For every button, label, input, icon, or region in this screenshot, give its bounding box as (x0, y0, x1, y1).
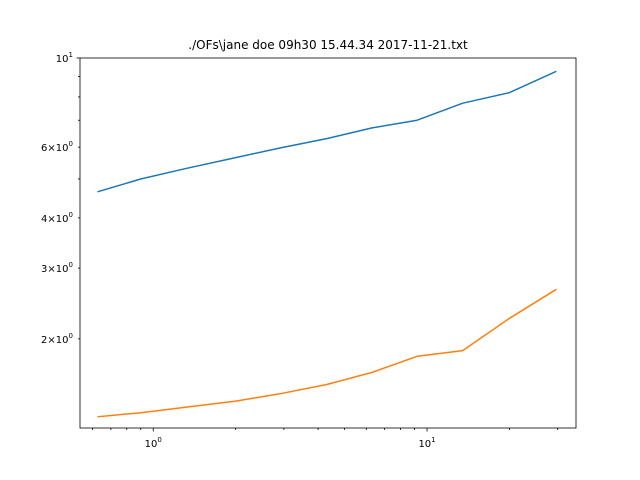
plot-frame (79, 57, 577, 429)
y-tick-label: 3×100 (41, 261, 73, 275)
y-tick-label: 6×100 (41, 140, 73, 154)
x-tick-label: 101 (418, 436, 435, 450)
x-tick-label: 100 (145, 436, 162, 450)
y-tick-label: 2×100 (41, 332, 73, 346)
series-layer (97, 70, 557, 418)
x-axis-ticks: 100 101 (145, 428, 436, 450)
y-tick-label: 101 (56, 51, 73, 65)
series-0-line (97, 70, 557, 193)
y-tick-label: 4×100 (41, 211, 73, 225)
series-1-line (97, 288, 557, 418)
y-axis-ticks: 2×100 3×100 4×100 6×100 101 (41, 51, 80, 346)
chart-title: ./OFs\jane doe 09h30 15.44.34 2017-11-21… (188, 38, 468, 52)
